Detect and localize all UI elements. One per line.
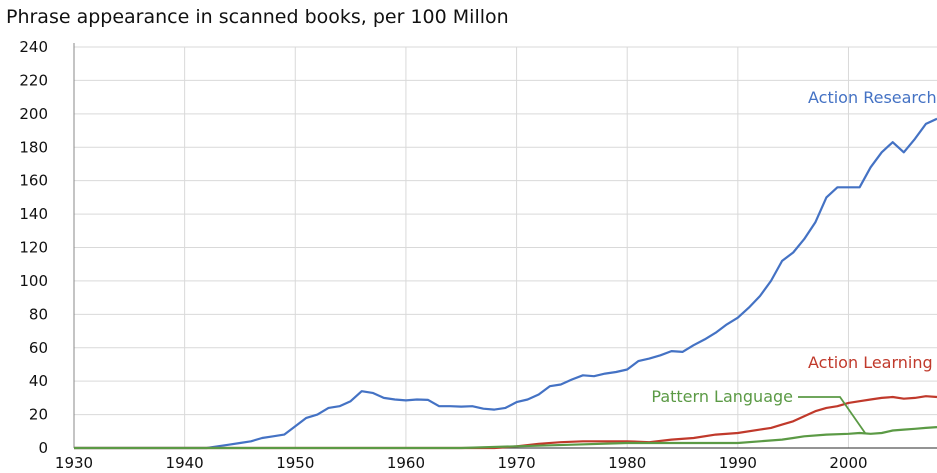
series-label-pattern-language: Pattern Language (651, 387, 793, 406)
chart-title: Phrase appearance in scanned books, per … (6, 6, 509, 28)
pattern-language-leader-line (798, 396, 866, 434)
y-tick-label: 20 (29, 406, 48, 424)
x-tick-label: 1980 (608, 454, 646, 472)
y-tick-label: 240 (19, 38, 48, 56)
y-tick-label: 60 (29, 339, 48, 357)
y-tick-label: 200 (19, 105, 48, 123)
series-line-pattern-language (74, 426, 937, 450)
x-tick-label: 1960 (387, 454, 425, 472)
series-line-action-research (74, 117, 937, 450)
x-tick-label: 1950 (276, 454, 314, 472)
x-tick-label: 1940 (166, 454, 204, 472)
y-tick-label: 220 (19, 71, 48, 89)
y-tick-label: 40 (29, 372, 48, 390)
y-tick-label: 140 (19, 205, 48, 223)
y-tick-label: 0 (38, 439, 48, 457)
x-tick-label: 2000 (829, 454, 867, 472)
x-tick-label: 1990 (719, 454, 757, 472)
y-tick-label: 180 (19, 138, 48, 156)
y-tick-label: 120 (19, 239, 48, 257)
series-label-action-learning: Action Learning (808, 353, 933, 372)
y-tick-label: 160 (19, 172, 48, 190)
y-tick-label: 100 (19, 272, 48, 290)
series-line-action-learning (74, 395, 937, 450)
x-tick-label: 1970 (497, 454, 535, 472)
y-tick-label: 80 (29, 305, 48, 323)
x-tick-label: 1930 (55, 454, 93, 472)
series-label-action-research: Action Research (808, 88, 937, 107)
